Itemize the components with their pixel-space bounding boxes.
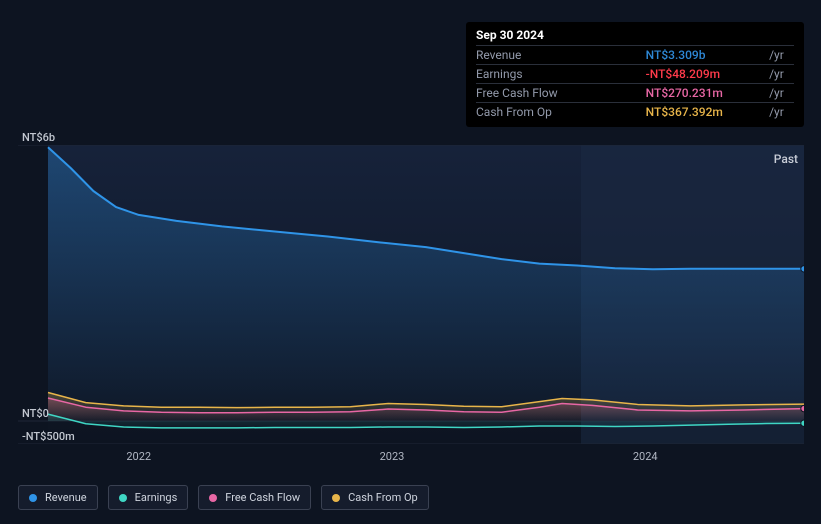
tooltip-row: Free Cash FlowNT$270.231m/yr xyxy=(476,84,794,103)
tooltip-row-value: NT$367.392m xyxy=(646,103,765,122)
data-tooltip: Sep 30 2024RevenueNT$3.309b/yrEarnings-N… xyxy=(466,22,804,127)
y-axis-label: -NT$500m xyxy=(22,430,75,443)
x-axis-label: 2022 xyxy=(126,450,151,463)
legend-item-label: Earnings xyxy=(135,491,178,504)
legend-swatch-icon xyxy=(209,494,217,502)
tooltip-row-value: -NT$48.209m xyxy=(646,65,765,84)
legend-item[interactable]: Cash From Op xyxy=(321,485,429,510)
tooltip-row-unit: /yr xyxy=(765,103,794,122)
tooltip-row-value: NT$270.231m xyxy=(646,84,765,103)
legend-item[interactable]: Free Cash Flow xyxy=(198,485,311,510)
tooltip-row-label: Cash From Op xyxy=(476,103,646,122)
tooltip-date: Sep 30 2024 xyxy=(476,28,794,42)
chart-legend: Revenue Earnings Free Cash Flow Cash From O… xyxy=(18,485,429,510)
tooltip-row-unit: /yr xyxy=(765,46,794,65)
y-axis-label: NT$6b xyxy=(22,131,55,144)
legend-item[interactable]: Earnings xyxy=(108,485,189,510)
tooltip-row: Earnings-NT$48.209m/yr xyxy=(476,65,794,84)
tooltip-row-label: Earnings xyxy=(476,65,646,84)
tooltip-row: RevenueNT$3.309b/yr xyxy=(476,46,794,65)
tooltip-row-label: Revenue xyxy=(476,46,646,65)
legend-item-label: Revenue xyxy=(45,491,87,504)
past-label: Past xyxy=(774,152,798,166)
legend-item-label: Free Cash Flow xyxy=(225,491,300,504)
y-axis-label: NT$0 xyxy=(22,407,49,420)
tooltip-row-value: NT$3.309b xyxy=(646,46,765,65)
tooltip-row-label: Free Cash Flow xyxy=(476,84,646,103)
x-axis-label: 2023 xyxy=(380,450,405,463)
legend-swatch-icon xyxy=(29,494,37,502)
financials-chart xyxy=(18,145,804,444)
tooltip-row-unit: /yr xyxy=(765,84,794,103)
legend-item-label: Cash From Op xyxy=(348,491,418,504)
legend-swatch-icon xyxy=(332,494,340,502)
legend-item[interactable]: Revenue xyxy=(18,485,98,510)
x-axis-label: 2024 xyxy=(633,450,658,463)
tooltip-row-unit: /yr xyxy=(765,65,794,84)
legend-swatch-icon xyxy=(119,494,127,502)
tooltip-row: Cash From OpNT$367.392m/yr xyxy=(476,103,794,122)
